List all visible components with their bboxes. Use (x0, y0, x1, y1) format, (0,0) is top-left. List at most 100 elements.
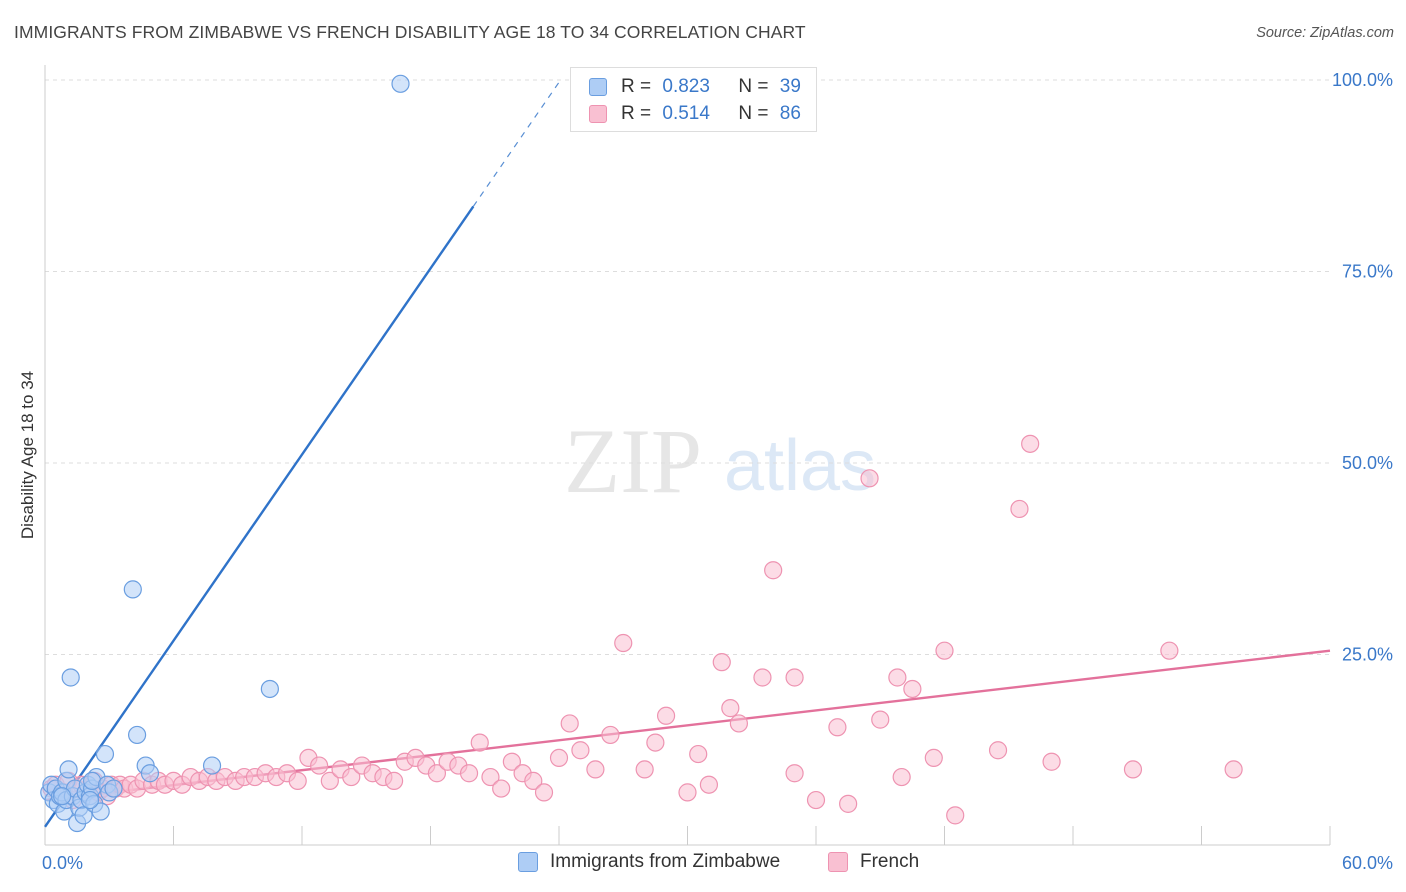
point-french (721, 699, 740, 718)
point-french (571, 741, 590, 760)
chart-title: IMMIGRANTS FROM ZIMBABWE VS FRENCH DISAB… (14, 22, 806, 42)
legend-n-label: N = (738, 103, 769, 124)
correlation-legend: R = 0.823 N = 39 R = 0.514 N = 86 (570, 67, 817, 132)
point-french (470, 733, 489, 752)
watermark-atlas: atlas (724, 426, 876, 506)
axes (44, 65, 1331, 846)
point-french (656, 706, 676, 725)
bottom-legend-zimbabwe: Immigrants from Zimbabwe (518, 851, 780, 873)
point-french (288, 771, 307, 790)
y-tick-label: 50.0% (1342, 453, 1393, 473)
watermark-zip: ZIP (564, 410, 702, 512)
point-french (534, 783, 554, 802)
point-french (892, 767, 911, 787)
trend-line-zimbabwe (44, 205, 475, 828)
point-zimbabwe (123, 580, 142, 599)
point-zimbabwe (140, 764, 160, 783)
tick-labels: 25.0% 50.0% 75.0% 100.0% 0.0% 60.0% (42, 70, 1393, 873)
point-french (310, 756, 329, 775)
point-french (903, 679, 922, 699)
point-french (492, 779, 511, 798)
point-french (614, 633, 633, 653)
point-french (601, 725, 620, 745)
point-zimbabwe (202, 756, 222, 775)
bottom-legend-swatch-french (828, 852, 848, 872)
point-zimbabwe (260, 679, 279, 699)
grid-lines (45, 79, 1330, 655)
y-tick-label: 75.0% (1342, 262, 1393, 282)
point-french (1224, 760, 1243, 779)
point-french (384, 771, 404, 790)
legend-r-label: R = (621, 103, 652, 124)
point-french (678, 783, 697, 802)
point-french (502, 752, 521, 771)
bottom-legend-french: French (828, 851, 919, 873)
point-french (1123, 760, 1143, 779)
point-french (320, 771, 339, 790)
watermark: ZIP atlas (564, 410, 876, 512)
bottom-legend-swatch-zimbabwe (518, 852, 538, 872)
point-french (753, 668, 772, 687)
point-french (481, 767, 500, 787)
bottom-legend-label-french: French (860, 851, 920, 872)
y-tick-label: 100.0% (1332, 70, 1393, 90)
x-tick-label: 0.0% (42, 853, 83, 873)
legend-n-value: 39 (779, 76, 801, 97)
point-zimbabwe (91, 802, 110, 821)
point-french (1042, 752, 1061, 771)
point-french (586, 760, 605, 779)
point-french (828, 718, 847, 737)
point-french (946, 806, 965, 825)
point-french (712, 653, 731, 672)
legend-row-zimbabwe: R = 0.823 N = 39 (589, 75, 801, 99)
legend-n-label: N = (738, 76, 769, 97)
legend-r-value: 0.823 (662, 76, 710, 97)
legend-swatch-french (589, 105, 607, 123)
legend-row-french: R = 0.514 N = 86 (589, 102, 801, 126)
point-french (860, 469, 879, 488)
point-french (924, 748, 943, 768)
point-french (689, 744, 708, 764)
point-french (524, 771, 543, 790)
point-french (699, 775, 719, 794)
point-french (988, 741, 1008, 760)
point-french (560, 714, 579, 733)
point-zimbabwe (53, 787, 72, 806)
point-french (806, 790, 826, 810)
point-french (635, 760, 654, 779)
point-zimbabwe (74, 806, 93, 825)
source-label: Source: ZipAtlas.com (1256, 25, 1394, 41)
point-zimbabwe (127, 725, 147, 745)
point-zimbabwe (95, 744, 115, 764)
point-french (764, 561, 783, 580)
point-french (427, 764, 447, 783)
data-points (40, 74, 1243, 833)
point-french (459, 764, 479, 783)
point-french (549, 748, 569, 768)
point-french (935, 641, 954, 660)
y-tick-label: 25.0% (1342, 645, 1393, 665)
point-french (1010, 499, 1029, 519)
x-tick-label: 60.0% (1342, 853, 1393, 873)
point-french (888, 668, 907, 687)
point-zimbabwe (59, 760, 78, 779)
point-french (1021, 434, 1040, 453)
legend-r-label: R = (621, 76, 652, 97)
point-zimbabwe (80, 790, 100, 810)
point-french (871, 710, 890, 729)
point-french (785, 764, 804, 783)
y-axis-label: Disability Age 18 to 34 (18, 370, 37, 540)
legend-r-value: 0.514 (662, 103, 710, 124)
point-french (1160, 641, 1179, 660)
point-french (785, 668, 804, 687)
bottom-legend-label-zimbabwe: Immigrants from Zimbabwe (550, 851, 781, 872)
point-zimbabwe (61, 668, 80, 687)
point-french (342, 767, 361, 787)
point-zimbabwe (391, 74, 410, 93)
legend-n-value: 86 (779, 103, 801, 124)
point-french (839, 794, 858, 813)
point-french (646, 733, 665, 752)
point-zimbabwe (83, 771, 102, 790)
trend-line-extension-zimbabwe (472, 81, 560, 207)
